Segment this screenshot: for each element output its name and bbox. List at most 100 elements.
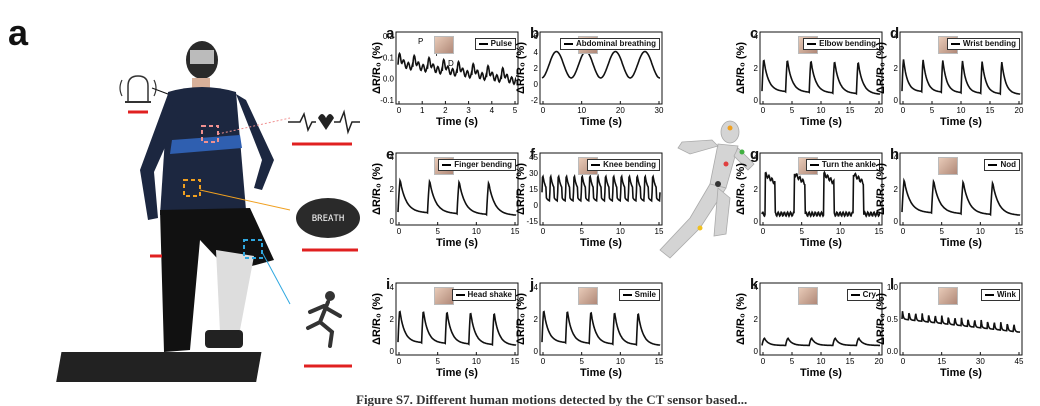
x-tick-label: 5 (790, 357, 795, 366)
y-tick-label: 0 (894, 96, 899, 105)
y-axis-label: ΔR/R₀ (%) (515, 293, 527, 345)
x-axis-label: Time (s) (436, 237, 478, 249)
x-tick-label: 15 (655, 227, 664, 236)
panel-letter: b (530, 25, 540, 42)
running-person-icon (304, 291, 352, 368)
y-tick-label: 0.0 (383, 75, 395, 84)
signal-trace (901, 59, 1021, 96)
mannequin-figure (659, 120, 755, 259)
x-tick-label: 20 (875, 357, 884, 366)
sensor-photo-thumbnail (938, 157, 958, 175)
panel-plot: 0 5 10 15 4 2 0 Time (s) ΔR/R₀ (%) (735, 152, 884, 249)
x-axis-label: Time (s) (580, 116, 622, 128)
signal-trace (397, 51, 517, 86)
panel-b: b 0 10 20 30 6 4 2 0 -2 Time (s) ΔR/R₀ (%) Abdominal… (515, 25, 664, 128)
x-tick-label: 0 (397, 106, 402, 115)
x-tick-label: 15 (846, 357, 855, 366)
y-axis-label: ΔR/R₀ (%) (371, 163, 383, 215)
axes-frame (899, 282, 1023, 356)
panel-d: d 0 5 10 15 20 4 2 0 Time (s) ΔR/R₀ (%) Wrist bendi… (875, 25, 1024, 128)
breath-cloud-icon: BREATH (296, 198, 360, 252)
annotation-label: P (418, 37, 423, 46)
x-tick-label: 10 (616, 357, 625, 366)
x-tick-label: 10 (817, 106, 826, 115)
legend-b: Abdominal breathing (560, 38, 660, 50)
legend-h: Nod (984, 159, 1020, 171)
x-tick-label: 10 (817, 357, 826, 366)
x-tick-label: 15 (655, 357, 664, 366)
signal-trace (901, 311, 1021, 333)
signal-trace (761, 170, 881, 218)
x-axis-label: Time (s) (580, 367, 622, 379)
legend-k: Cry (846, 289, 880, 301)
x-tick-label: 0 (761, 357, 766, 366)
legend-f: Knee bending (587, 159, 660, 171)
y-tick-label: 4 (390, 153, 395, 162)
y-tick-label: 2 (754, 315, 759, 324)
x-axis-label: Time (s) (800, 116, 842, 128)
y-tick-label: 2 (894, 64, 899, 73)
panel-letter: a (386, 25, 395, 42)
x-tick-label: 20 (1015, 106, 1024, 115)
y-tick-label: -0.1 (380, 96, 394, 105)
x-axis-label: Time (s) (940, 116, 982, 128)
y-tick-label: 2 (534, 64, 539, 73)
x-axis-label: Time (s) (800, 237, 842, 249)
x-tick-label: 0 (901, 106, 906, 115)
panel-letter: l (890, 276, 895, 293)
x-tick-label: 10 (957, 106, 966, 115)
x-tick-label: 0 (397, 227, 402, 236)
axes-frame (395, 152, 519, 226)
x-tick-label: 0 (541, 227, 546, 236)
x-tick-label: 5 (435, 357, 440, 366)
y-tick-label: 0.2 (383, 32, 395, 41)
x-tick-label: 0 (761, 227, 766, 236)
x-tick-label: 3 (466, 106, 471, 115)
axes-frame (759, 152, 883, 226)
x-tick-label: 15 (937, 357, 946, 366)
y-tick-label: 6 (534, 32, 539, 41)
y-tick-label: -15 (526, 217, 538, 226)
axes-frame (539, 152, 663, 226)
y-tick-label: 1.0 (887, 283, 899, 292)
y-tick-label: 4 (534, 48, 539, 57)
panel-letter: k (750, 276, 759, 293)
panel-letter: c (750, 25, 759, 42)
y-axis-label: ΔR/R₀ (%) (515, 42, 527, 94)
axes-frame (899, 152, 1023, 226)
panel-plot: 0 5 10 15 4 2 0 Time (s) ΔR/R₀ (%) (371, 152, 520, 249)
y-tick-label: 30 (529, 169, 538, 178)
panel-e: e 0 5 10 15 4 2 0 Time (s) ΔR/R₀ (%) Finger bendin… (371, 146, 520, 249)
x-tick-label: 15 (875, 227, 884, 236)
x-tick-label: 10 (472, 227, 481, 236)
legend-c: Elbow bending (803, 38, 880, 50)
signal-trace (761, 337, 880, 347)
y-tick-label: 0 (754, 347, 759, 356)
x-axis-label: Time (s) (940, 367, 982, 379)
panel-letter: d (890, 25, 900, 42)
panel-letter: h (890, 146, 900, 163)
y-tick-label: 15 (529, 185, 538, 194)
y-tick-label: -2 (531, 96, 539, 105)
y-tick-label: 4 (390, 283, 395, 292)
panel-plot: 0 5 10 15 4 2 0 Time (s) ΔR/R₀ (%) (371, 282, 520, 379)
x-tick-label: 15 (1015, 227, 1024, 236)
sensor-photo-thumbnail (434, 36, 454, 54)
panel-c: c 0 5 10 15 20 4 2 0 Time (s) ΔR/R₀ (%) Elbow bendi… (735, 25, 884, 128)
y-tick-label: 0 (390, 217, 395, 226)
panel-plot: 0 5 10 15 4 2 0 Time (s) ΔR/R₀ (%) (515, 282, 664, 379)
signal-trace (397, 310, 517, 347)
panel-letter: e (386, 146, 395, 163)
y-tick-label: 0.1 (383, 53, 395, 62)
y-tick-label: 2 (894, 185, 899, 194)
figure-main-label: a (8, 12, 29, 53)
signal-trace (901, 177, 1021, 217)
x-tick-label: 30 (655, 106, 664, 115)
x-axis-label: Time (s) (436, 116, 478, 128)
x-tick-label: 2 (443, 106, 448, 115)
